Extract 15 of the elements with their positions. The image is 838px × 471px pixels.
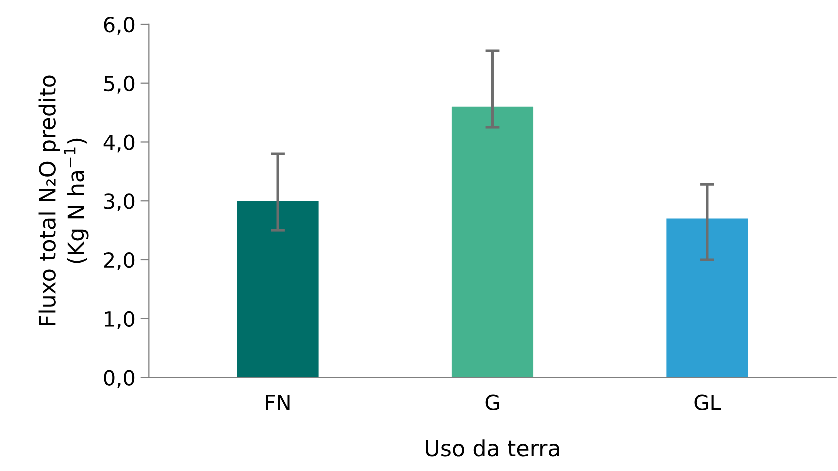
y-tick-label: 4,0 [104,134,135,153]
x-tick-label: G [486,394,500,411]
bar [666,218,748,378]
y-tick-label: 5,0 [104,76,135,94]
y-tick-label: 3,0 [104,194,135,212]
x-tick-label: FN [266,395,290,410]
y-axis-title: Fluxo total N₂O predito (Kg N ha$^{−1}$) [38,76,89,326]
bar [237,201,319,378]
x-tick-label: GL [694,394,722,411]
y-tick-label: 2,0 [104,252,135,270]
y-tick-label: 6,0 [104,16,135,35]
y-tick-label: 1,0 [105,311,135,330]
bar [452,106,534,378]
y-tick-label: 0,0 [104,370,135,388]
x-axis-title: Uso da terra [426,440,560,457]
